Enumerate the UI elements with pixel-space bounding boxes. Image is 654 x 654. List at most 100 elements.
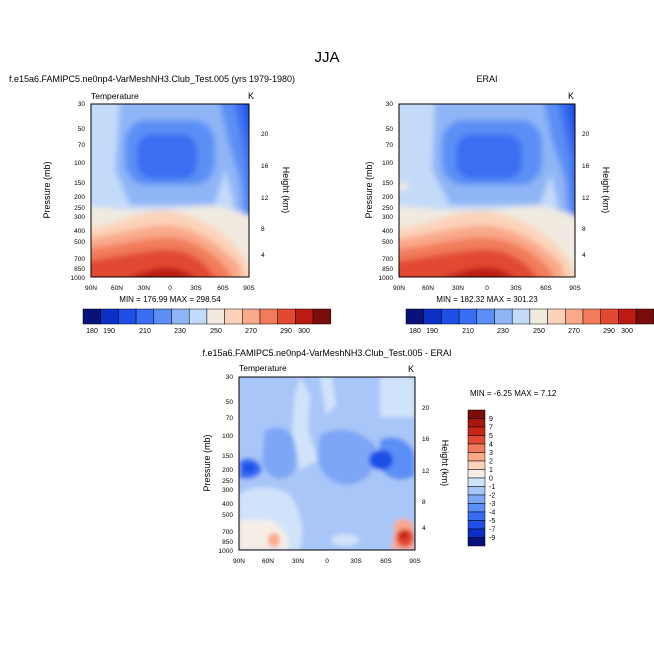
obs-x-axis: 90N 60N 30N 0 30S 60S 90S	[393, 285, 581, 292]
colorbar-label: 190	[426, 328, 438, 335]
diff-colorbar: 9 75 43 21 0-1 -2-3 -4-5 -7-9	[467, 409, 495, 547]
y-tick-label: 70	[386, 142, 394, 149]
y-tick-label: 1000	[71, 275, 86, 282]
colorbar-label: -4	[489, 510, 495, 517]
diff-y-axis: 30 50 70 100 150 200 250 300 400 500 700…	[219, 374, 234, 555]
colorbar-swatch	[635, 308, 654, 325]
colorbar-swatch	[467, 443, 486, 453]
colorbar-swatch	[118, 308, 137, 325]
colorbar-swatch	[458, 308, 478, 325]
colorbar-label: 2	[489, 459, 493, 466]
colorbar-label: -2	[489, 493, 495, 500]
colorbar-label: 300	[298, 328, 310, 335]
y-tick-label: 150	[74, 180, 85, 187]
colorbar-swatch	[547, 308, 566, 325]
y-tick-label: 30	[386, 101, 394, 108]
height-tick-label: 16	[261, 163, 269, 170]
obs-colorbar: 180 190 210 230 250 270 290 300	[405, 308, 654, 335]
x-tick-label: 90S	[243, 285, 255, 292]
x-tick-label: 90S	[569, 285, 581, 292]
y-tick-label: 100	[382, 160, 393, 167]
colorbar-label: 180	[86, 328, 98, 335]
colorbar-swatch	[582, 308, 601, 325]
colorbar-label: -9	[489, 535, 495, 542]
colorbar-swatch	[206, 308, 225, 325]
y-tick-label: 1000	[219, 548, 234, 555]
y-tick-label: 70	[78, 142, 86, 149]
model-ylabel: Pressure (mb)	[42, 161, 52, 218]
colorbar-swatches	[405, 308, 654, 325]
y-tick-label: 400	[222, 501, 233, 508]
y-tick-label: 50	[78, 126, 86, 133]
panel-diff: f.e15a6.FAMIPC5.ne0np4-VarMeshNH3.Club_T…	[202, 348, 557, 565]
obs-y-axis: 30 50 70 100 150 200 250 300 400 500 700…	[379, 101, 394, 282]
x-tick-label: 60S	[380, 558, 392, 565]
colorbar-swatch	[224, 308, 243, 325]
model-y-axis: 30 50 70 100 150 200 250 300 400 500 700…	[71, 101, 86, 282]
colorbar-swatch	[529, 308, 548, 325]
diff-ylabel: Pressure (mb)	[202, 434, 212, 491]
colorbar-swatches	[467, 409, 486, 547]
colorbar-swatch	[153, 308, 172, 325]
panel-obs: ERAI K 30 50	[364, 74, 654, 335]
colorbar-swatch	[277, 308, 296, 325]
colorbar-swatch	[467, 426, 486, 436]
x-tick-label: 0	[168, 285, 172, 292]
colorbar-swatch	[405, 308, 424, 325]
x-tick-label: 30S	[350, 558, 362, 565]
colorbar-labels: 180 190 210 230 250 270 290 300	[409, 328, 633, 335]
y-tick-label: 500	[74, 239, 85, 246]
y-tick-label: 200	[382, 194, 393, 201]
y-tick-label: 70	[226, 415, 234, 422]
x-tick-label: 30S	[190, 285, 202, 292]
colorbar-swatch	[135, 308, 155, 325]
x-tick-label: 60N	[422, 285, 434, 292]
colorbar-swatch	[171, 308, 190, 325]
diff-field	[239, 377, 415, 550]
colorbar-swatch	[423, 308, 442, 325]
model-colorbar: 180 190 210 230 250 270 290 300	[82, 308, 332, 335]
colorbar-swatch	[494, 308, 513, 325]
colorbar-label: 210	[462, 328, 474, 335]
x-tick-label: 30N	[138, 285, 150, 292]
model-ylabel-right: Height (km)	[281, 167, 291, 214]
colorbar-label: 0	[489, 476, 493, 483]
x-tick-label: 90N	[393, 285, 405, 292]
diff-stats: MIN = -6.25 MAX = 7.12	[470, 389, 557, 398]
y-tick-label: 100	[222, 433, 233, 440]
colorbar-label: 290	[280, 328, 292, 335]
colorbar-swatch	[467, 409, 486, 419]
height-tick-label: 20	[261, 131, 269, 138]
model-field	[91, 104, 249, 277]
y-tick-label: 100	[74, 160, 85, 167]
colorbar-swatch	[100, 308, 119, 325]
colorbar-swatch	[467, 452, 486, 462]
diff-variable-label: Temperature	[239, 363, 287, 373]
colorbar-labels: 180 190 210 230 250 270 290 300	[86, 328, 310, 335]
colorbar-swatch	[467, 511, 486, 521]
y-tick-label: 200	[74, 194, 85, 201]
obs-plot-frame	[398, 103, 576, 278]
colorbar-swatch	[467, 503, 486, 513]
diff-y-axis-right: 20 16 12 8 4	[422, 405, 430, 532]
colorbar-label: 4	[489, 442, 493, 449]
y-tick-label: 300	[222, 487, 233, 494]
colorbar-label: 7	[489, 425, 493, 432]
colorbar-swatch	[467, 477, 486, 487]
colorbar-label: 190	[103, 328, 115, 335]
y-tick-label: 850	[382, 266, 393, 273]
height-tick-label: 16	[422, 436, 430, 443]
x-tick-label: 0	[325, 558, 329, 565]
y-tick-label: 500	[382, 239, 393, 246]
figure-title: JJA	[314, 49, 339, 66]
obs-ylabel: Pressure (mb)	[364, 161, 374, 218]
colorbar-label: 180	[409, 328, 421, 335]
x-tick-label: 60N	[111, 285, 123, 292]
colorbar-swatch	[467, 469, 486, 479]
x-tick-label: 0	[485, 285, 489, 292]
colorbar-label: -7	[489, 527, 495, 534]
model-plot-frame	[90, 103, 250, 278]
colorbar-label: -1	[489, 484, 495, 491]
y-tick-label: 30	[78, 101, 86, 108]
colorbar-swatch	[242, 308, 261, 325]
